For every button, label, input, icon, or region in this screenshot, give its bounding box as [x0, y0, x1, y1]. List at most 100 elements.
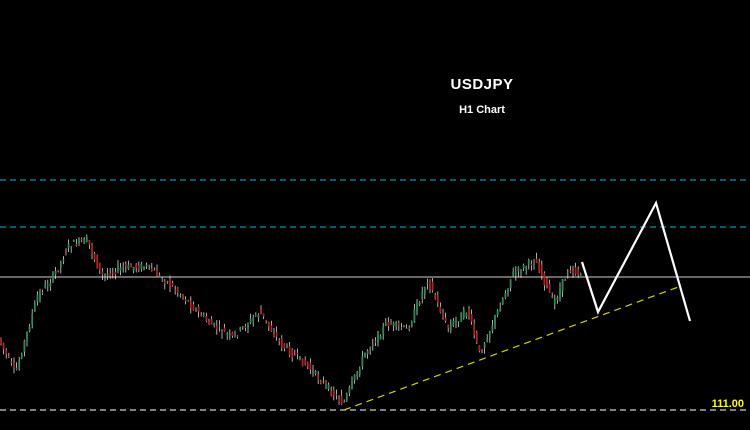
candle [23, 339, 26, 357]
candle-body [226, 333, 229, 335]
candle [223, 323, 226, 332]
candle [39, 288, 41, 303]
candle-body [299, 356, 301, 360]
candle-body [236, 335, 239, 337]
candle-body [460, 313, 463, 322]
candle [20, 352, 23, 360]
candle [538, 258, 541, 273]
candle-body [361, 356, 364, 367]
candle [577, 266, 580, 279]
candle-body [561, 279, 564, 292]
candle-body [548, 283, 551, 293]
candle-body [260, 309, 262, 314]
candle [449, 319, 452, 334]
candle-body [384, 322, 387, 326]
candle-body [309, 362, 312, 370]
candle [293, 349, 296, 356]
candle [59, 260, 62, 274]
candle [304, 356, 307, 366]
candle-body [52, 273, 54, 281]
candle [338, 395, 340, 405]
projection-path [580, 200, 692, 322]
candle [436, 291, 439, 308]
candle-body [96, 255, 99, 269]
candle [234, 330, 236, 338]
candle [478, 345, 481, 353]
candle-body [228, 333, 231, 336]
candle-body [306, 362, 309, 367]
candle-body [403, 325, 405, 327]
candle-body [288, 345, 291, 356]
candle [33, 300, 36, 313]
candle-body [241, 326, 244, 328]
candle-body [88, 239, 91, 245]
candle [247, 322, 249, 334]
candle [150, 263, 153, 272]
candle-body [579, 274, 582, 278]
candle-body [244, 326, 247, 329]
candle [221, 329, 223, 339]
candle [540, 260, 543, 280]
candle [197, 304, 200, 318]
candle-body [509, 279, 512, 288]
candle-body [387, 322, 390, 327]
candle [26, 331, 28, 347]
candle [382, 322, 385, 340]
candle [322, 376, 325, 384]
candle [182, 294, 184, 300]
candle-body [166, 281, 169, 283]
candle [488, 330, 491, 343]
candle-body [405, 327, 408, 329]
candle [228, 329, 231, 340]
candle-body [512, 271, 515, 276]
candle-body [353, 374, 356, 381]
candle-body [85, 236, 88, 242]
candle-body [83, 237, 86, 244]
candle-body [436, 295, 439, 303]
candle-body [556, 296, 559, 301]
candle [530, 260, 533, 271]
candle-body [481, 351, 483, 353]
candle-body [106, 273, 109, 276]
candle-body [192, 304, 195, 311]
candle [345, 392, 348, 402]
candle [527, 258, 530, 270]
candle-body [200, 315, 203, 317]
candle-body [163, 281, 166, 284]
candle-body [26, 331, 28, 341]
candle [179, 293, 182, 298]
horizontal-levels [0, 179, 750, 411]
candle-body [343, 401, 346, 403]
candle-body [410, 321, 413, 327]
candle-body [348, 387, 351, 394]
candle-body [488, 331, 491, 338]
candle-body [49, 283, 52, 287]
candle [13, 357, 15, 374]
candle [520, 269, 522, 279]
candle [431, 278, 434, 293]
candle-body [161, 278, 164, 280]
candle-body [483, 343, 486, 348]
candle [135, 263, 138, 273]
candle [98, 262, 101, 274]
candle [447, 324, 450, 333]
candle-body [179, 295, 182, 297]
candle-body [546, 278, 548, 286]
candle [317, 371, 320, 385]
candle [85, 234, 88, 243]
candle-body [197, 306, 200, 312]
candle-body [270, 325, 273, 332]
candle-body [31, 313, 34, 325]
candle-body [470, 314, 473, 322]
candle-body [218, 325, 221, 327]
candle [364, 352, 366, 358]
candle [83, 236, 86, 244]
candle-body [291, 349, 294, 358]
candle [348, 385, 351, 397]
candle [361, 350, 364, 370]
candle [569, 265, 572, 274]
candle-body [507, 288, 509, 293]
candle-body [7, 355, 10, 357]
candle-body [65, 253, 67, 255]
candle [343, 399, 346, 403]
